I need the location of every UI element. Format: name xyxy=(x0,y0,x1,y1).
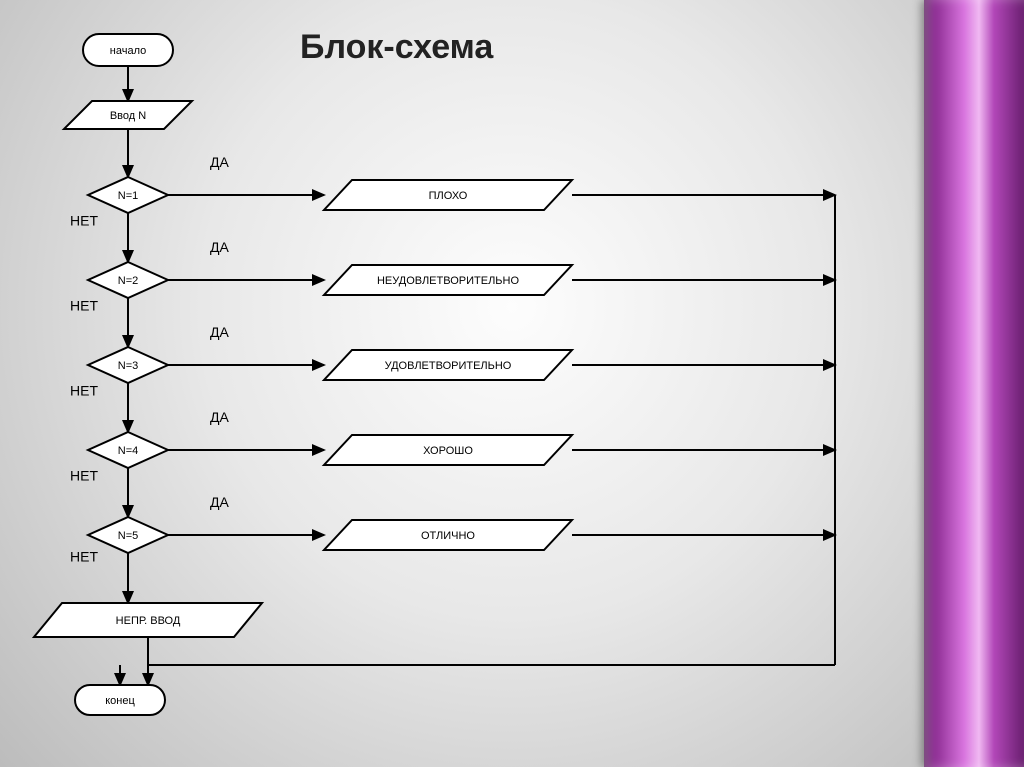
svg-text:НЕТ: НЕТ xyxy=(70,213,98,229)
svg-text:N=3: N=3 xyxy=(118,360,139,372)
svg-text:конец: конец xyxy=(105,695,135,707)
svg-text:НЕТ: НЕТ xyxy=(70,468,98,484)
svg-text:ДА: ДА xyxy=(210,409,229,425)
svg-text:N=1: N=1 xyxy=(118,190,139,202)
svg-text:НЕУДОВЛЕТВОРИТЕЛЬНО: НЕУДОВЛЕТВОРИТЕЛЬНО xyxy=(377,275,519,287)
flowchart-svg: ДА НЕТ ДА НЕТ ДА НЕТ ДА НЕТ ДА НЕТ начало Ввод N N=1… xyxy=(0,0,1024,767)
svg-text:НЕТ: НЕТ xyxy=(70,298,98,314)
svg-text:ХОРОШО: ХОРОШО xyxy=(423,445,473,457)
svg-text:ДА: ДА xyxy=(210,494,229,510)
svg-text:НЕТ: НЕТ xyxy=(70,549,98,565)
accent-bar xyxy=(924,0,1024,767)
svg-text:ДА: ДА xyxy=(210,154,229,170)
svg-text:ДА: ДА xyxy=(210,239,229,255)
svg-text:УДОВЛЕТВОРИТЕЛЬНО: УДОВЛЕТВОРИТЕЛЬНО xyxy=(385,360,512,372)
svg-text:ПЛОХО: ПЛОХО xyxy=(429,190,468,202)
svg-text:N=4: N=4 xyxy=(118,445,139,457)
svg-text:НЕТ: НЕТ xyxy=(70,383,98,399)
svg-text:НЕПР. ВВОД: НЕПР. ВВОД xyxy=(116,615,181,627)
page-title: Блок-схема xyxy=(300,28,493,67)
svg-text:ОТЛИЧНО: ОТЛИЧНО xyxy=(421,530,475,542)
svg-text:начало: начало xyxy=(110,45,146,57)
svg-text:ДА: ДА xyxy=(210,324,229,340)
svg-text:Ввод N: Ввод N xyxy=(110,110,146,122)
svg-text:N=2: N=2 xyxy=(118,275,139,287)
slide: Блок-схема ДА НЕТ ДА НЕТ ДА НЕТ ДА НЕТ ДА НЕТ нача… xyxy=(0,0,1024,767)
svg-text:N=5: N=5 xyxy=(118,530,139,542)
